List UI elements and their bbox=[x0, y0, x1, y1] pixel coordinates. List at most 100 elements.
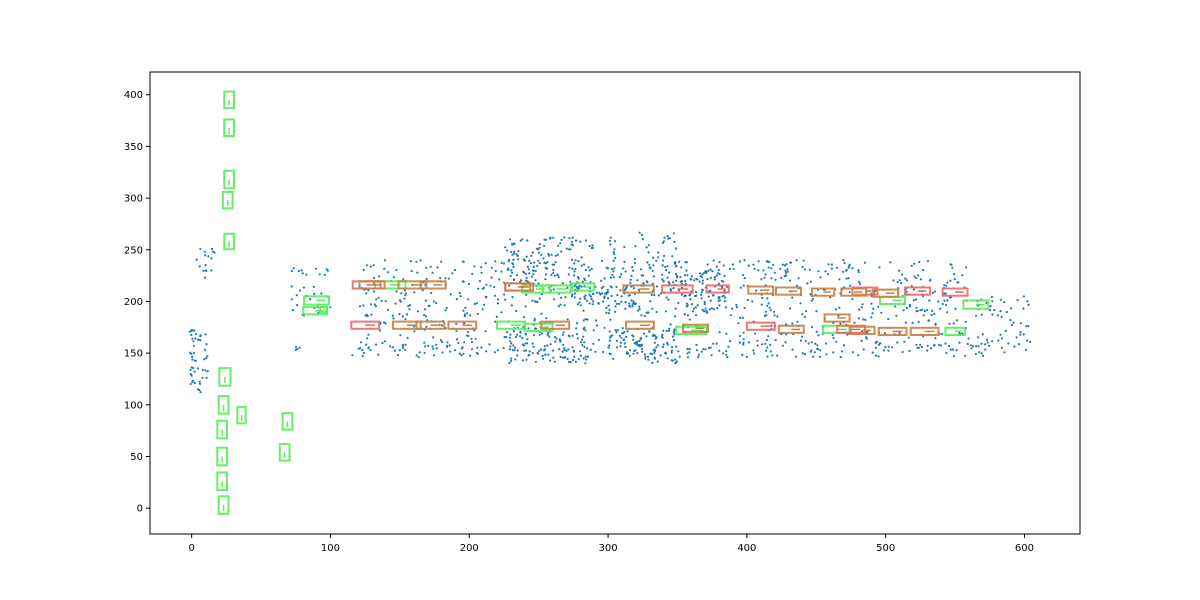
data-point bbox=[788, 307, 792, 310]
data-point bbox=[651, 307, 654, 310]
data-point bbox=[946, 281, 949, 284]
data-point bbox=[533, 261, 536, 264]
data-point bbox=[651, 361, 654, 364]
data-point bbox=[475, 351, 478, 354]
data-point bbox=[470, 337, 473, 340]
data-point bbox=[666, 276, 669, 279]
data-point bbox=[556, 253, 560, 256]
data-point bbox=[561, 282, 564, 285]
data-point bbox=[409, 260, 412, 263]
data-point bbox=[715, 265, 718, 268]
data-point bbox=[911, 321, 914, 324]
data-point bbox=[712, 259, 715, 262]
bounding-box bbox=[358, 280, 386, 290]
bounding-box bbox=[682, 323, 709, 333]
data-point bbox=[662, 329, 665, 332]
data-point bbox=[572, 358, 575, 362]
data-point bbox=[552, 268, 555, 271]
data-point bbox=[620, 300, 623, 303]
data-point bbox=[1012, 321, 1015, 324]
data-point bbox=[636, 279, 639, 282]
data-point bbox=[568, 335, 571, 338]
data-point bbox=[765, 338, 769, 342]
data-point bbox=[912, 288, 916, 291]
data-point bbox=[671, 255, 674, 258]
data-point bbox=[513, 346, 517, 349]
data-point bbox=[204, 264, 207, 267]
data-point bbox=[797, 277, 800, 280]
data-point bbox=[615, 285, 618, 289]
data-point bbox=[496, 302, 499, 305]
data-point bbox=[857, 271, 860, 274]
data-point bbox=[897, 269, 901, 272]
data-point bbox=[624, 288, 627, 291]
data-point bbox=[643, 353, 647, 356]
data-point bbox=[685, 261, 689, 264]
data-point bbox=[851, 351, 854, 354]
data-point bbox=[528, 272, 531, 275]
data-point bbox=[839, 356, 842, 359]
data-point bbox=[574, 292, 577, 295]
data-point bbox=[591, 246, 594, 249]
data-point bbox=[467, 282, 470, 286]
data-point bbox=[842, 270, 845, 273]
data-point bbox=[573, 285, 576, 288]
data-point bbox=[463, 341, 466, 344]
data-point bbox=[549, 237, 552, 240]
data-point bbox=[525, 293, 528, 296]
data-point bbox=[508, 238, 512, 241]
data-point bbox=[391, 346, 394, 349]
data-point bbox=[718, 273, 721, 276]
data-point bbox=[980, 313, 983, 316]
data-point bbox=[609, 318, 612, 321]
data-point bbox=[725, 353, 728, 356]
data-point bbox=[871, 312, 874, 315]
data-point bbox=[463, 315, 466, 318]
bounding-box bbox=[419, 280, 447, 290]
data-point bbox=[882, 349, 886, 352]
data-point bbox=[399, 334, 402, 337]
data-point bbox=[191, 358, 194, 361]
data-point bbox=[567, 348, 570, 351]
data-point bbox=[416, 271, 419, 274]
data-point bbox=[689, 298, 692, 301]
data-point bbox=[1016, 299, 1019, 302]
data-point bbox=[204, 276, 207, 279]
bounding-box bbox=[447, 320, 478, 330]
data-point bbox=[664, 310, 668, 313]
data-point bbox=[630, 274, 633, 278]
data-point bbox=[857, 281, 861, 284]
data-point bbox=[416, 310, 420, 313]
bounding-box bbox=[625, 320, 655, 330]
data-point bbox=[547, 252, 550, 256]
data-point bbox=[624, 307, 627, 310]
data-point bbox=[619, 345, 622, 348]
data-point bbox=[686, 352, 689, 355]
data-point bbox=[546, 333, 549, 336]
data-point bbox=[870, 302, 873, 305]
data-point bbox=[533, 319, 536, 322]
data-point bbox=[851, 297, 854, 301]
data-point bbox=[680, 266, 683, 269]
data-point bbox=[547, 331, 550, 335]
data-point bbox=[675, 345, 678, 348]
data-point bbox=[825, 353, 828, 356]
data-point bbox=[515, 253, 518, 256]
data-point bbox=[457, 341, 460, 344]
data-point bbox=[661, 273, 664, 276]
data-point bbox=[781, 263, 784, 266]
data-point bbox=[685, 302, 689, 305]
data-point bbox=[549, 343, 552, 346]
data-point bbox=[193, 370, 196, 373]
data-point bbox=[811, 297, 815, 300]
data-point bbox=[678, 355, 681, 358]
data-point bbox=[538, 262, 541, 265]
data-point bbox=[875, 354, 878, 357]
data-point bbox=[394, 302, 397, 305]
data-point bbox=[874, 341, 877, 344]
data-point bbox=[510, 342, 513, 345]
data-point bbox=[425, 315, 428, 318]
data-point bbox=[802, 259, 805, 262]
data-point bbox=[688, 351, 691, 354]
data-point bbox=[515, 309, 518, 313]
